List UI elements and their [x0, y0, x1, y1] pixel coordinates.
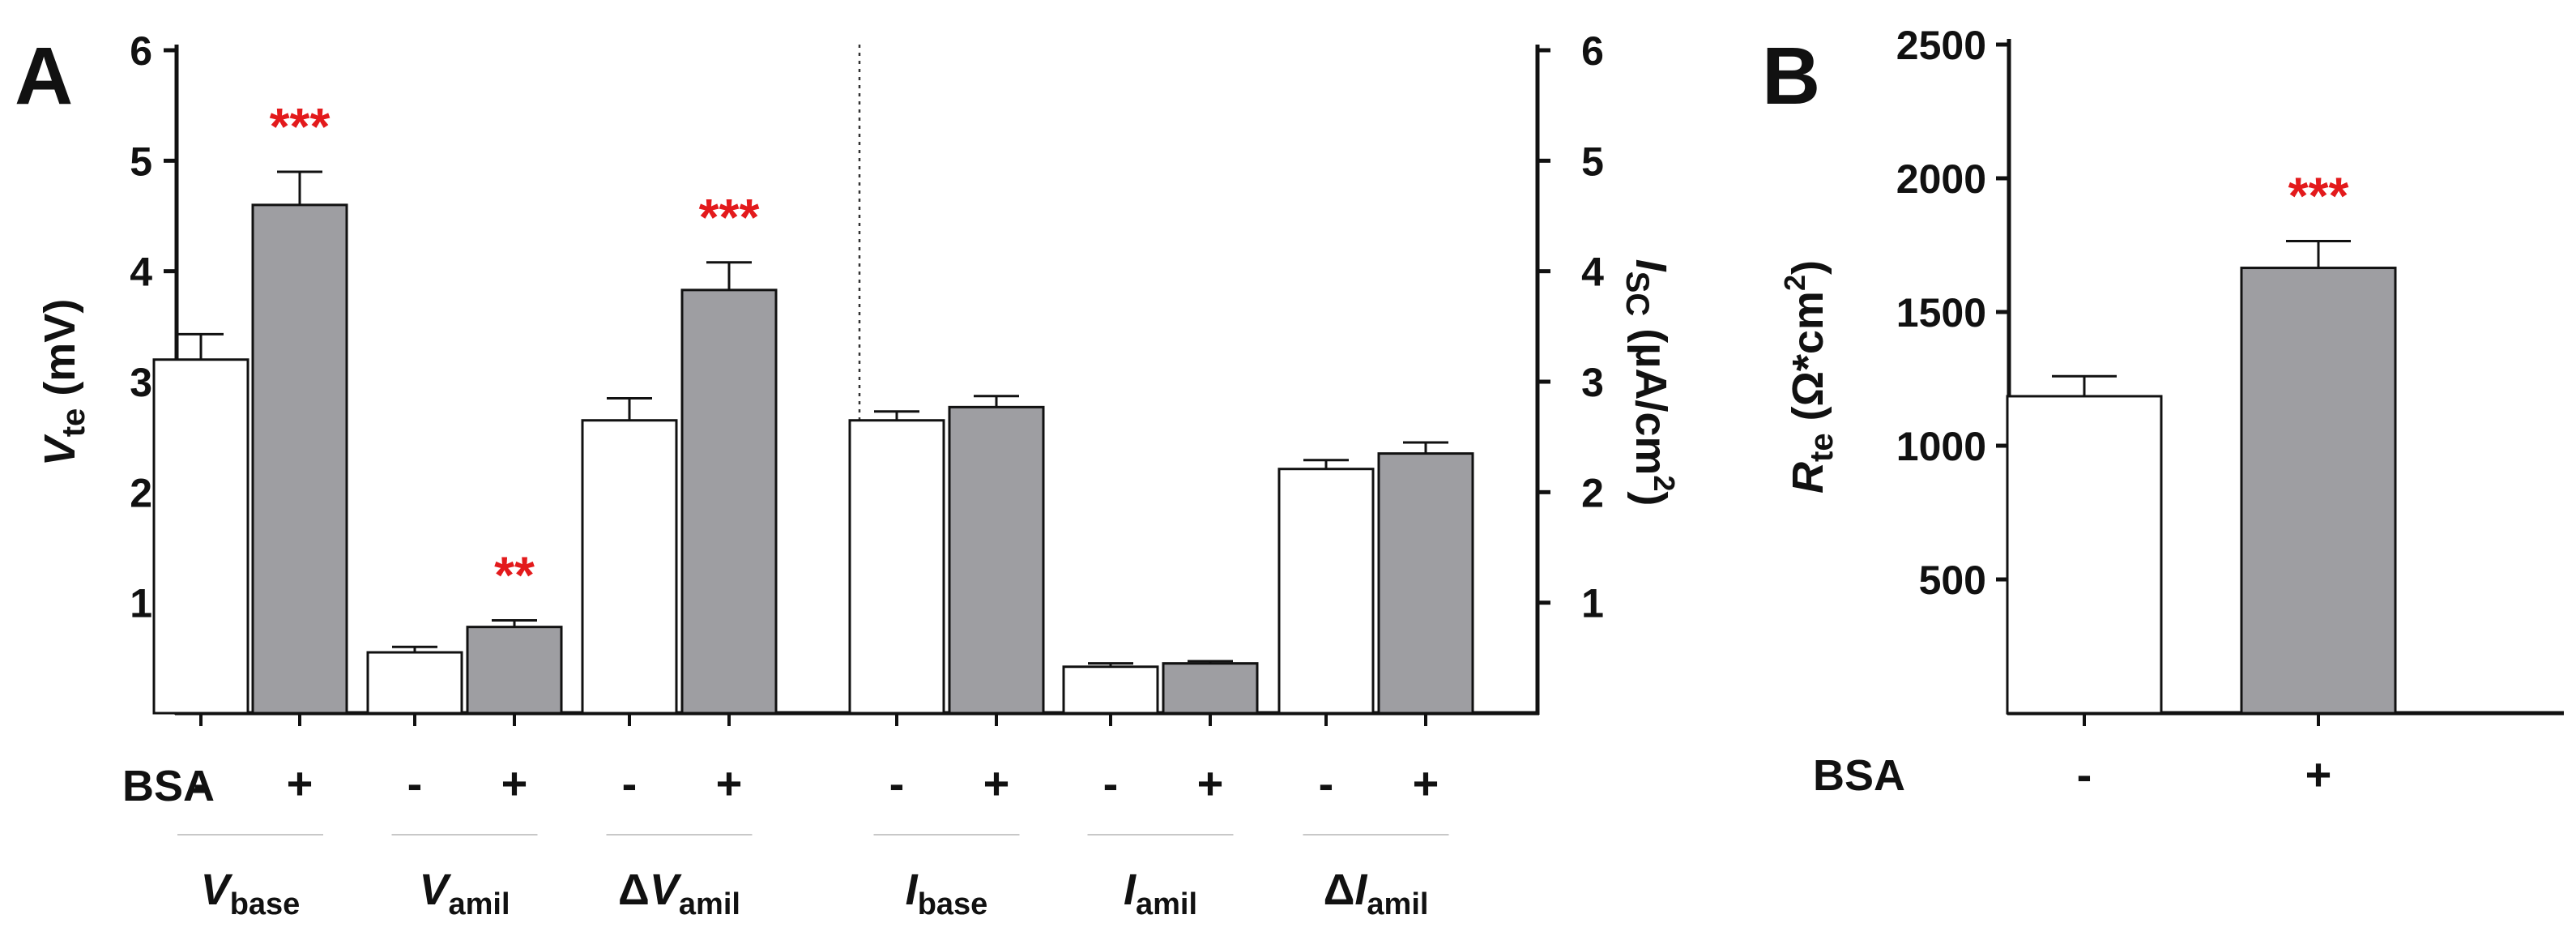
current-condition-label: - — [1103, 758, 1119, 809]
right-y-tick-label: 1 — [1581, 581, 1604, 626]
panel-a-label: A — [15, 31, 73, 122]
current-condition-label: + — [1197, 758, 1224, 809]
current-condition-label: + — [983, 758, 1010, 809]
panel-b-label: B — [1762, 31, 1820, 122]
left-y-axis-title: Vte (mV) — [36, 299, 92, 467]
voltage-condition-label: - — [622, 758, 638, 809]
y-tick-label: 1000 — [1896, 424, 1986, 469]
right-y-tick-label: 4 — [1581, 250, 1604, 295]
left-y-tick-label: 3 — [130, 360, 152, 405]
voltage-condition-label: + — [501, 758, 528, 809]
voltage-group-label: Vamil — [419, 865, 510, 921]
voltage-bar — [251, 203, 348, 715]
panel-a-bsa-label: BSA — [122, 762, 215, 810]
voltage-significance-label: *** — [270, 97, 331, 156]
y-axis-title: Rte (Ω*cm2) — [1778, 260, 1840, 494]
voltage-condition-label: - — [194, 758, 209, 809]
panel-b-bsa-label: BSA — [1813, 751, 1905, 800]
panel-b-chart: 500 1000 1500 2000 2500 Rte (Ω*cm2) - + *** — [1778, 23, 2564, 800]
voltage-significance-label: *** — [699, 188, 760, 246]
voltage-condition-label: - — [407, 758, 423, 809]
voltage-bar — [466, 626, 563, 715]
left-y-tick-label: 2 — [130, 470, 152, 515]
current-bar — [848, 419, 945, 715]
current-group-label: ΔIamil — [1324, 865, 1429, 921]
left-y-tick-label: 4 — [130, 250, 152, 295]
current-bar — [1377, 452, 1474, 715]
left-y-tick-label: 6 — [130, 28, 152, 74]
current-bar — [1062, 665, 1159, 715]
y-tick-label: 2000 — [1896, 156, 1986, 202]
current-group-label: Iamil — [1124, 865, 1197, 921]
current-bar — [948, 405, 1045, 715]
condition-label: + — [2305, 749, 2332, 800]
resistance-bar — [2006, 395, 2163, 715]
voltage-condition-label: + — [716, 758, 743, 809]
current-bar — [1162, 662, 1259, 715]
right-y-tick-label: 6 — [1581, 28, 1604, 74]
left-y-tick-label: 5 — [130, 139, 152, 184]
voltage-group-label: ΔVamil — [618, 865, 740, 921]
right-y-tick-label: 5 — [1581, 139, 1604, 184]
current-group-label: Ibase — [906, 865, 988, 921]
voltage-group-label: Vbase — [201, 865, 301, 921]
voltage-bar — [152, 358, 249, 715]
current-bar — [1277, 468, 1375, 715]
resistance-bar — [2240, 267, 2397, 715]
left-y-tick-label: 1 — [130, 581, 152, 626]
right-y-tick-label: 3 — [1581, 360, 1604, 405]
current-condition-label: + — [1413, 758, 1439, 809]
right-y-tick-label: 2 — [1581, 470, 1604, 515]
current-condition-label: - — [1319, 758, 1334, 809]
voltage-bar — [581, 419, 678, 715]
current-condition-label: - — [889, 758, 905, 809]
voltage-significance-label: ** — [494, 545, 535, 604]
right-y-axis-title: ISC (µA/cm2) — [1619, 259, 1681, 506]
voltage-bar — [680, 288, 778, 715]
y-tick-label: 1500 — [1896, 290, 1986, 336]
y-tick-label: 500 — [1919, 558, 1986, 603]
panel-a-chart: 1 2 3 4 5 6 1 2 3 4 5 6 Vte (mV) ISC (µA/cm2) - + *** Vba… — [36, 28, 1681, 921]
voltage-condition-label: + — [287, 758, 313, 809]
y-tick-label: 2500 — [1896, 23, 1986, 68]
voltage-bar — [366, 651, 463, 715]
significance-label: *** — [2288, 167, 2349, 225]
condition-label: - — [2077, 749, 2092, 800]
